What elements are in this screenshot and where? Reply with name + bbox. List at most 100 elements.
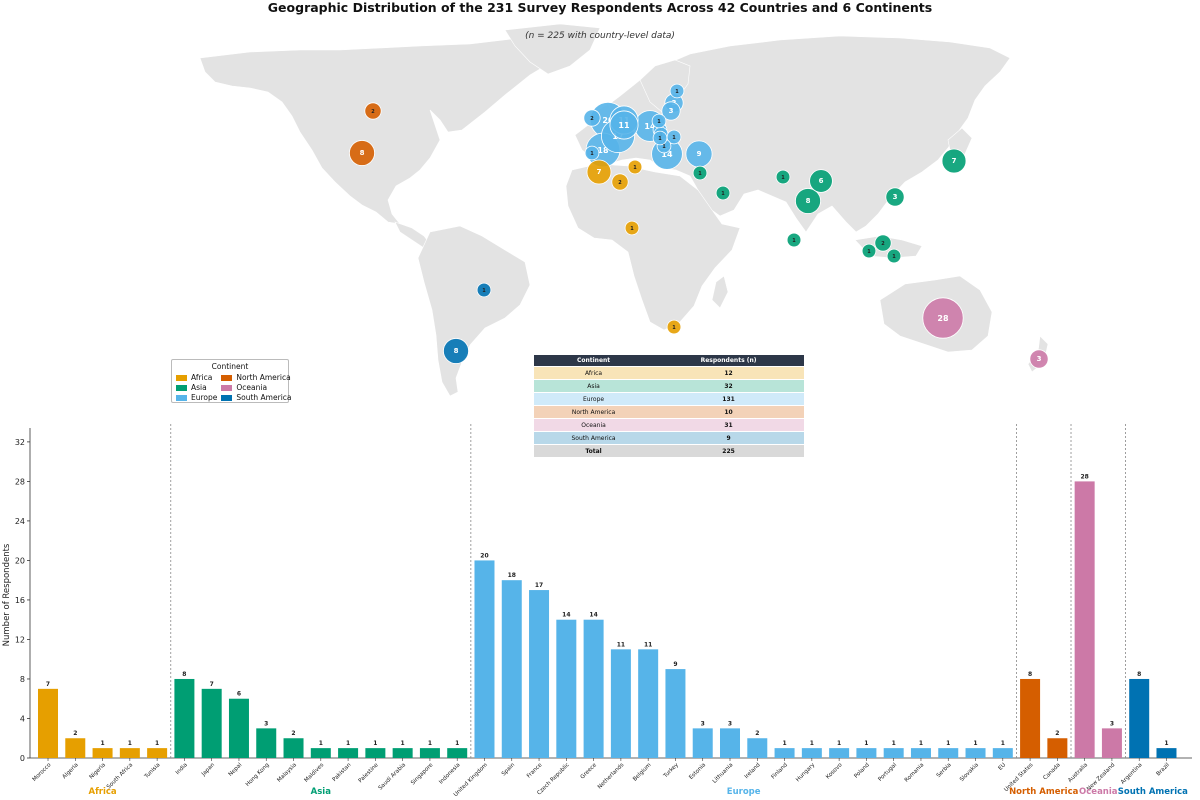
x-tick-label: Slovakia [959,762,980,783]
bar [38,688,59,758]
map-bubble-label: 1 [482,288,486,294]
x-tick-label: Finland [771,762,790,781]
bar [747,738,768,758]
continent-group-label: Africa [88,787,116,797]
bar [529,590,550,758]
x-tick-label: EU [998,762,1008,772]
map-bubble-circle [584,145,600,161]
x-tick-label: Japan [200,762,216,778]
continent-group-label: Asia [311,787,332,797]
map-bubble-circle [669,83,685,99]
map-bubble-circle [443,338,469,364]
table-cell-count: 31 [653,418,804,432]
map-bubble: 2 [611,173,629,191]
legend-swatch [176,374,187,381]
x-tick-label: Estonia [688,762,707,781]
x-tick-label: Portugal [877,762,898,783]
table-row: Africa 12 [534,366,804,380]
legend-swatch [221,384,233,391]
bar [92,748,113,758]
map-bubble-label: 1 [792,238,796,244]
map-bubble-circle [715,185,731,201]
bar [474,560,495,758]
bar-value-label: 2 [73,730,77,737]
x-tick-label: Morocco [32,762,53,783]
x-tick-label: Kosovo [825,762,844,781]
bar-value-label: 1 [837,740,841,747]
map-bubble-label: 1 [658,136,662,142]
bar-value-label: 1 [892,740,896,747]
bar-value-label: 11 [617,641,625,648]
map-bubble-label: 1 [672,325,676,331]
y-tick-label: 16 [15,596,25,605]
bar [610,649,631,758]
bar-value-label: 3 [1110,720,1114,727]
y-tick-label: 8 [20,675,25,684]
legend-item: Oceania [221,383,291,392]
map-bubble-label: 3 [893,193,898,201]
south-america-landmass [417,225,531,397]
bar [392,748,413,758]
map-bubble: 3 [661,101,681,121]
bar [965,748,986,758]
bar-value-label: 14 [589,612,597,619]
map-bubble: 1 [715,185,731,201]
bar-value-label: 1 [346,740,350,747]
map-bubble: 2 [583,109,601,127]
bar-value-label: 1 [1164,740,1168,747]
map-bubble: 7 [941,148,967,174]
map-bubble: 8 [443,338,469,364]
legend-item: Asia [176,383,217,392]
map-bubble-circle [661,101,681,121]
table-cell-count: 131 [653,392,804,406]
x-tick-label: Lithuania [712,762,735,785]
map-bubble-label: 14 [644,122,656,131]
bar-value-label: 8 [1137,671,1141,678]
x-tick-label: Algeria [62,762,80,780]
x-tick-label: Tunisia [143,762,161,780]
table-row: South America 9 [534,431,804,445]
y-tick-label: 12 [15,635,25,644]
x-tick-label: Ireland [744,762,762,780]
map-bubble: 1 [861,243,877,259]
bar [65,738,86,758]
map-bubble-label: 9 [697,150,702,158]
table-cell-continent: Oceania [534,418,654,432]
table-header-respondents: Respondents (n) [653,355,804,367]
map-bubble-circle [666,319,682,335]
map-bubble-circle [476,282,492,298]
legend-swatch [221,394,233,401]
world-map: 2018171414111193321111111117211187632111… [199,23,1049,397]
y-axis-label: Number of Respondents [2,543,12,646]
x-tick-label: Turkey [662,762,680,780]
bar [1074,481,1095,758]
bar-value-label: 7 [210,681,214,688]
map-bubble-circle [861,243,877,259]
map-bubble-circle [692,165,708,181]
x-tick-label: Pakistan [332,762,353,783]
x-tick-label: Singapore [410,762,435,787]
bar [447,748,468,758]
y-tick-label: 32 [15,438,25,447]
map-bubble: 1 [652,130,668,146]
bar [256,728,277,758]
map-bubble: 9 [685,140,713,168]
x-tick-label: Poland [853,762,871,780]
x-tick-label: Nepal [228,762,244,778]
map-bubble: 1 [627,159,643,175]
legend-swatch [176,394,187,401]
map-bubble-label: 3 [669,107,674,115]
map-bubble-label: 7 [597,168,602,176]
map-bubble-circle [611,173,629,191]
chart-title: Geographic Distribution of the 231 Surve… [267,0,933,15]
x-tick-label: Hong Kong [245,762,271,788]
legend-label: South America [236,393,292,402]
bar [419,748,440,758]
map-bubble-circle [364,102,382,120]
map-bubble-circle [627,159,643,175]
bar-value-label: 1 [946,740,950,747]
legend-item: North America [221,373,291,382]
x-tick-label: Hungary [795,762,817,784]
bar-value-label: 3 [701,720,705,727]
map-bubble-label: 7 [952,157,957,165]
